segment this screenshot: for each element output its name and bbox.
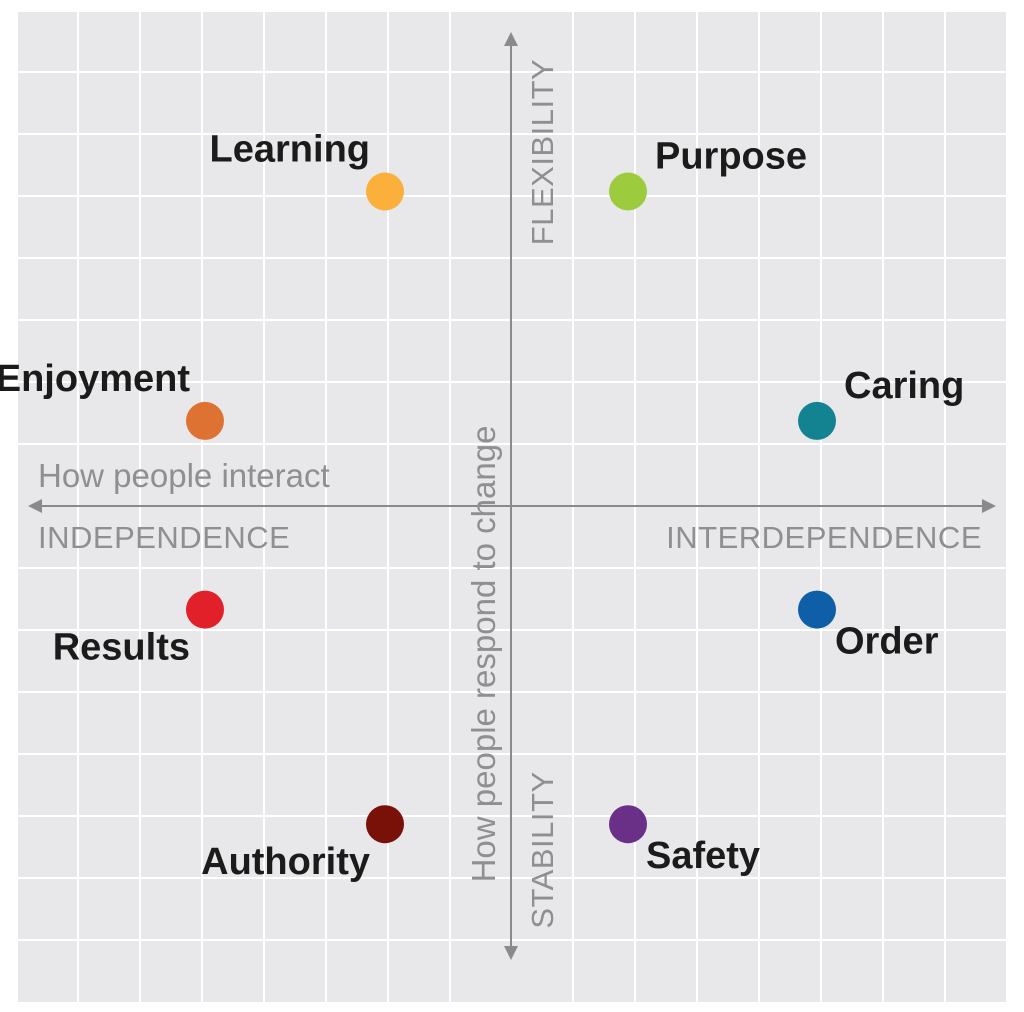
point-safety [609, 805, 647, 844]
x-axis-negative-pole: INDEPENDENCE [38, 520, 290, 555]
point-label-learning: Learning [210, 129, 370, 171]
point-purpose [609, 172, 647, 211]
point-order [798, 590, 836, 629]
data-points: Learning Purpose Enjoyment Caring Results Ord… [0, 129, 964, 884]
point-learning [366, 172, 404, 211]
y-axis-top-arrow [504, 32, 518, 46]
point-caring [798, 401, 836, 440]
point-label-caring: Caring [844, 365, 964, 407]
point-label-enjoyment: Enjoyment [0, 358, 190, 400]
point-label-safety: Safety [646, 835, 760, 877]
x-axis-left-arrow [28, 499, 42, 513]
point-results [186, 590, 224, 629]
x-axis-right-arrow [982, 499, 996, 513]
y-axis-positive-pole: FLEXIBILITY [525, 59, 560, 245]
x-axis-title: How people interact [38, 457, 330, 494]
y-axis-negative-pole: STABILITY [525, 771, 560, 928]
y-axis-bottom-arrow [504, 946, 518, 960]
point-label-order: Order [835, 621, 939, 663]
point-label-authority: Authority [201, 841, 370, 883]
y-axis-title: How people respond to change [465, 426, 502, 883]
point-label-purpose: Purpose [655, 136, 807, 178]
x-axis-positive-pole: INTERDEPENDENCE [666, 520, 982, 555]
point-enjoyment [186, 401, 224, 440]
point-label-results: Results [53, 627, 190, 669]
point-authority [366, 805, 404, 844]
